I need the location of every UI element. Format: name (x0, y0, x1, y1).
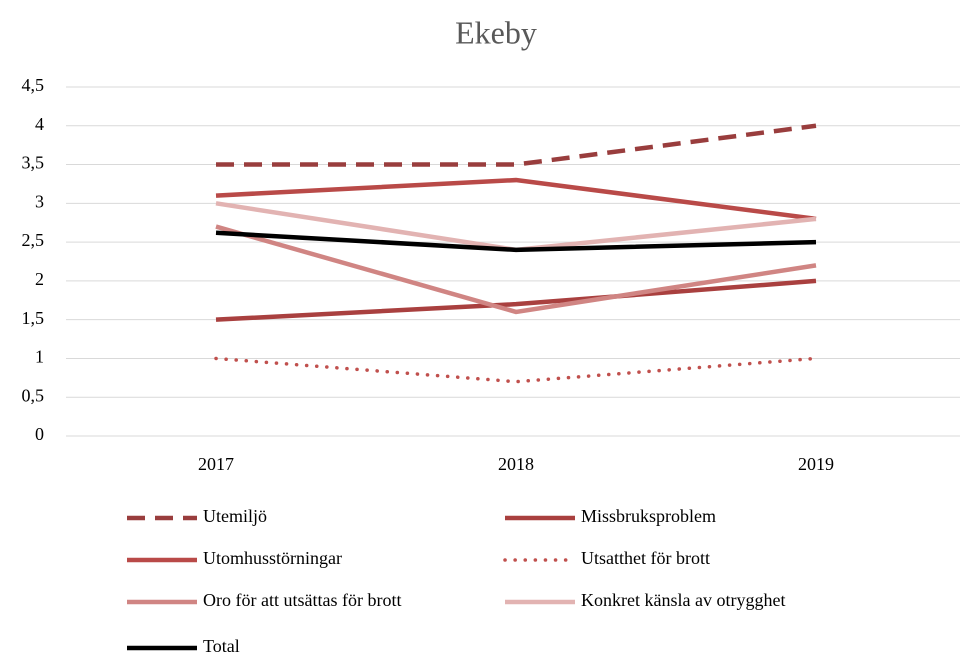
y-tick-label: 1 (35, 347, 44, 367)
y-tick-label: 4,5 (22, 75, 45, 95)
legend-label: Utemiljö (203, 506, 267, 526)
x-tick-label: 2017 (198, 454, 234, 474)
series-line (214, 356, 818, 384)
y-tick-label: 0,5 (22, 385, 45, 405)
legend-label: Missbruksproblem (581, 506, 716, 526)
y-tick-label: 0 (35, 424, 44, 444)
series-line (215, 177, 817, 222)
y-tick-label: 3,5 (22, 153, 45, 173)
y-tick-label: 3 (35, 191, 44, 211)
legend-label: Utomhusstörningar (203, 548, 342, 568)
legend-label: Total (203, 636, 240, 656)
chart-title: Ekeby (455, 14, 537, 50)
series-line (215, 278, 817, 322)
y-tick-label: 2,5 (22, 230, 45, 250)
legend-label: Utsatthet för brott (581, 548, 710, 568)
y-tick-label: 4 (35, 114, 44, 134)
x-tick-label: 2018 (498, 454, 534, 474)
y-tick-label: 1,5 (22, 308, 45, 328)
y-tick-label: 2 (35, 269, 44, 289)
legend-label: Oro för att utsättas för brott (203, 590, 401, 610)
series-line (215, 230, 817, 253)
x-tick-label: 2019 (798, 454, 834, 474)
series-line (215, 224, 817, 315)
legend-label: Konkret känsla av otrygghet (581, 590, 785, 610)
series-line (216, 123, 817, 167)
